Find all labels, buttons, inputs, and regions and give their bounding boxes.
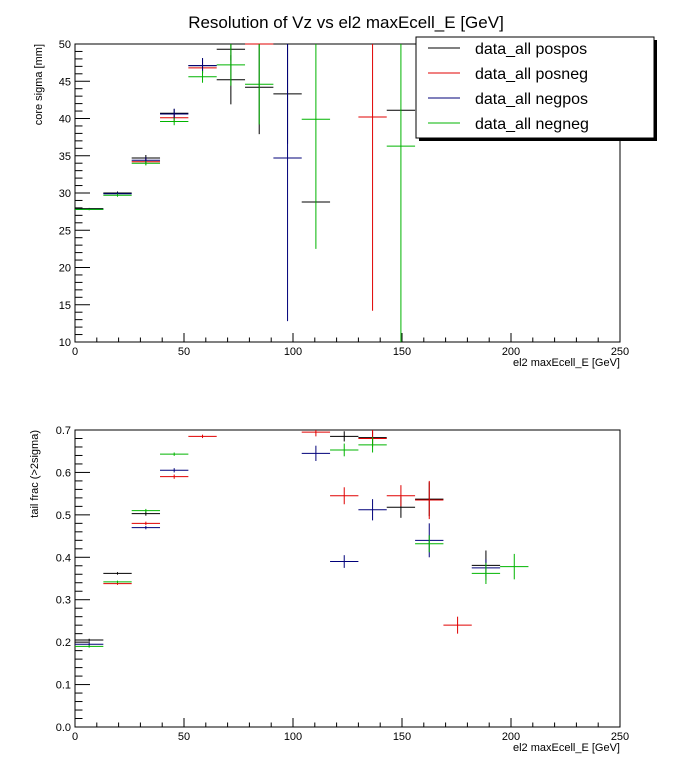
bottom-y-tick-label: 0.2 xyxy=(56,637,71,649)
top-chart-title: Resolution of Vz vs el2 maxEcell_E [GeV] xyxy=(188,13,504,32)
bottom-point-data-all-negpos xyxy=(160,468,189,473)
bottom-point-data-all-posneg xyxy=(301,430,331,437)
top-y-tick-label: 45 xyxy=(59,76,71,88)
legend: data_all pospos data_all posneg data_all… xyxy=(415,36,657,141)
bottom-point-data-all-negneg xyxy=(103,580,132,584)
bottom-point-data-all-posneg xyxy=(188,434,217,439)
top-point-data-all-negpos xyxy=(188,58,217,74)
top-point-data-all-negpos xyxy=(273,44,302,322)
bottom-x-tick-label: 0 xyxy=(72,731,78,743)
bottom-point-data-all-pospos xyxy=(103,572,132,575)
bottom-axis-ticks: 0 50 100 150 200 250 0.0 0.1 0.2 0.3 0.4 0.5 0.6 0.7 xyxy=(56,425,629,743)
bottom-point-data-all-posneg xyxy=(160,474,189,479)
bottom-point-data-all-negpos xyxy=(131,525,161,530)
bottom-point-data-all-posneg xyxy=(443,616,472,634)
bottom-point-data-all-negneg xyxy=(75,645,104,648)
bottom-point-data-all-negpos xyxy=(301,445,331,461)
bottom-point-data-all-posneg xyxy=(330,487,359,505)
top-y-tick-label: 40 xyxy=(59,114,71,126)
top-x-tick-label: 200 xyxy=(502,346,520,358)
top-chart: 0 50 100 150 200 250 10 15 20 25 30 35 40 45 50 el2 ma… xyxy=(33,39,629,369)
top-axis-ticks: 0 50 100 150 200 250 10 15 20 25 30 35 40 45 50 xyxy=(59,39,629,358)
top-point-data-all-negpos xyxy=(160,108,189,120)
legend-label-posneg: data_all posneg xyxy=(475,66,588,83)
bottom-point-data-all-negneg xyxy=(160,452,189,456)
top-x-axis-label: el2 maxEcell_E [GeV] xyxy=(513,357,620,369)
top-point-data-all-negneg xyxy=(301,44,331,249)
top-point-data-all-negneg xyxy=(386,44,416,342)
top-y-tick-label: 50 xyxy=(59,39,71,51)
top-point-data-all-negneg xyxy=(103,193,132,197)
bottom-y-tick-label: 0.5 xyxy=(56,510,71,522)
top-y-axis-label: core sigma [mm] xyxy=(33,44,45,125)
bottom-y-tick-label: 0.1 xyxy=(56,680,71,692)
top-y-tick-label: 35 xyxy=(59,151,71,163)
bottom-point-data-all-negneg xyxy=(131,508,161,513)
bottom-point-data-all-negneg xyxy=(330,443,359,457)
bottom-point-data-all-pospos xyxy=(75,638,104,642)
bottom-y-axis-label: tail frac (>2sigma) xyxy=(29,430,41,518)
top-x-tick-label: 100 xyxy=(284,346,302,358)
top-data-marks xyxy=(75,43,416,342)
bottom-point-data-all-negpos xyxy=(358,499,387,521)
bottom-point-data-all-posneg xyxy=(386,485,416,507)
bottom-plot-frame xyxy=(74,429,621,728)
top-y-tick-label: 30 xyxy=(59,188,71,200)
top-y-tick-label: 15 xyxy=(59,300,71,312)
bottom-y-tick-label: 0.7 xyxy=(56,425,71,437)
legend-label-pospos: data_all pospos xyxy=(475,41,587,58)
legend-label-negneg: data_all negneg xyxy=(475,116,589,133)
top-point-data-all-negneg xyxy=(160,117,189,126)
top-point-data-all-negneg xyxy=(216,44,246,86)
top-x-tick-label: 50 xyxy=(178,346,190,358)
bottom-point-data-all-pospos xyxy=(330,431,359,442)
bottom-point-data-all-negneg xyxy=(471,562,501,585)
bottom-y-tick-label: 0.4 xyxy=(56,552,71,564)
top-point-data-all-posneg xyxy=(358,44,387,311)
bottom-x-tick-label: 200 xyxy=(502,731,520,743)
top-point-data-all-negneg xyxy=(131,160,161,166)
legend-label-negpos: data_all negpos xyxy=(475,91,588,108)
top-point-data-all-negneg xyxy=(245,44,274,125)
bottom-y-tick-label: 0.3 xyxy=(56,595,71,607)
top-y-tick-label: 10 xyxy=(59,337,71,349)
top-point-data-all-negneg xyxy=(75,208,104,211)
bottom-x-axis-label: el2 maxEcell_E [GeV] xyxy=(513,742,620,754)
legend-shadow-bottom xyxy=(419,138,657,141)
bottom-point-data-all-negneg xyxy=(358,437,387,453)
top-point-data-all-negneg xyxy=(188,70,217,83)
bottom-point-data-all-negpos xyxy=(330,555,359,568)
bottom-x-tick-label: 50 xyxy=(178,731,190,743)
top-y-tick-label: 25 xyxy=(59,225,71,237)
top-x-tick-label: 0 xyxy=(72,346,78,358)
bottom-point-data-all-posneg xyxy=(131,521,161,526)
bottom-point-data-all-negneg xyxy=(500,553,529,580)
bottom-y-tick-label: 0.6 xyxy=(56,467,71,479)
top-x-tick-label: 150 xyxy=(393,346,411,358)
bottom-point-data-all-negneg xyxy=(415,535,444,553)
bottom-x-tick-label: 250 xyxy=(611,731,629,743)
bottom-point-data-all-posneg xyxy=(415,480,444,520)
top-x-tick-label: 250 xyxy=(611,346,629,358)
bottom-chart: 0 50 100 150 200 2500.00.10.20.30.40.50.60.7 … xyxy=(29,425,629,754)
bottom-data-marks xyxy=(75,430,529,648)
bottom-x-tick-label: 150 xyxy=(393,731,411,743)
top-y-tick-label: 20 xyxy=(59,263,71,275)
bottom-x-tick-label: 100 xyxy=(284,731,302,743)
bottom-y-tick-label: 0.0 xyxy=(56,722,71,734)
legend-shadow-right xyxy=(654,40,657,141)
